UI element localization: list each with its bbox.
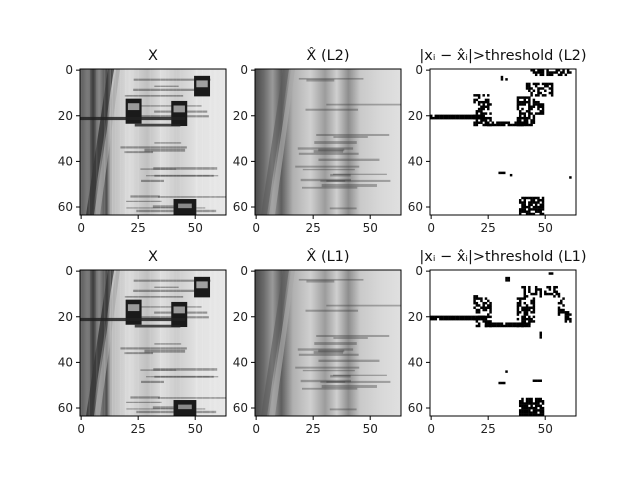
axes-frame: [254, 269, 402, 417]
x-tick-label: 50: [363, 221, 378, 235]
y-tick-label: 40: [233, 355, 248, 369]
x-tick-label: 25: [481, 422, 496, 436]
panel-p11: X 0 25 50 0 20 40 60: [58, 48, 227, 235]
y-tick-label: 0: [415, 264, 423, 278]
y-tick-label: 60: [408, 200, 423, 214]
axes-frame: [79, 269, 227, 417]
panel-title: X: [148, 48, 158, 64]
y-tick-label: 60: [58, 200, 73, 214]
panel-image-road: [80, 69, 226, 215]
y-tick-label: 40: [58, 154, 73, 168]
y-tick-label: 60: [408, 401, 423, 415]
x-tick-label: 0: [427, 422, 435, 436]
x-tick-label: 25: [131, 221, 146, 235]
y-tick-label: 40: [408, 355, 423, 369]
y-tick-label: 0: [65, 63, 73, 77]
x-tick-label: 0: [252, 422, 260, 436]
y-tick-label: 20: [233, 109, 248, 123]
y-tick-label: 40: [233, 154, 248, 168]
x-tick-label: 50: [363, 422, 378, 436]
panels-group: X 0 25 50 0 20 40 60 X̂ (L2) 0 25 50 0 20 40 60 |xᵢ − x̂…: [58, 47, 587, 436]
y-tick-label: 60: [233, 401, 248, 415]
y-tick-label: 20: [408, 109, 423, 123]
x-tick-label: 0: [77, 221, 85, 235]
y-tick-label: 60: [58, 401, 73, 415]
y-tick-label: 20: [408, 310, 423, 324]
y-tick-label: 0: [240, 264, 248, 278]
y-tick-label: 20: [233, 310, 248, 324]
panel-p21: X 0 25 50 0 20 40 60: [58, 249, 227, 436]
x-tick-label: 25: [306, 422, 321, 436]
y-tick-label: 40: [58, 355, 73, 369]
y-tick-label: 40: [408, 154, 423, 168]
panel-title: |xᵢ − x̂ᵢ|>threshold (L2): [419, 48, 586, 64]
y-tick-label: 0: [240, 63, 248, 77]
y-tick-label: 20: [58, 310, 73, 324]
axes-frame: [79, 68, 227, 216]
x-tick-label: 50: [188, 221, 203, 235]
y-tick-label: 0: [415, 63, 423, 77]
x-tick-label: 50: [538, 221, 553, 235]
axes-frame: [254, 68, 402, 216]
panel-image-recon: [255, 69, 401, 215]
panel-image-recon: [255, 270, 401, 416]
panel-p12: X̂ (L2) 0 25 50 0 20 40 60: [233, 47, 402, 235]
axes-frame: [429, 269, 577, 417]
panel-image-mask: [430, 270, 576, 417]
panel-title: X: [148, 249, 158, 265]
panel-title: |xᵢ − x̂ᵢ|>threshold (L1): [419, 249, 586, 265]
panel-p22: X̂ (L1) 0 25 50 0 20 40 60: [233, 248, 402, 436]
panel-title: X̂ (L1): [306, 248, 349, 265]
axes-frame: [429, 68, 577, 216]
y-tick-label: 0: [65, 264, 73, 278]
x-tick-label: 0: [77, 422, 85, 436]
panel-image-mask: [430, 69, 576, 216]
x-tick-label: 50: [188, 422, 203, 436]
x-tick-label: 50: [538, 422, 553, 436]
panel-image-road: [80, 270, 226, 416]
x-tick-label: 25: [306, 221, 321, 235]
x-tick-label: 0: [252, 221, 260, 235]
x-tick-label: 0: [427, 221, 435, 235]
x-tick-label: 25: [131, 422, 146, 436]
y-tick-label: 20: [58, 109, 73, 123]
x-tick-label: 25: [481, 221, 496, 235]
y-tick-label: 60: [233, 200, 248, 214]
panel-title: X̂ (L2): [306, 47, 349, 64]
